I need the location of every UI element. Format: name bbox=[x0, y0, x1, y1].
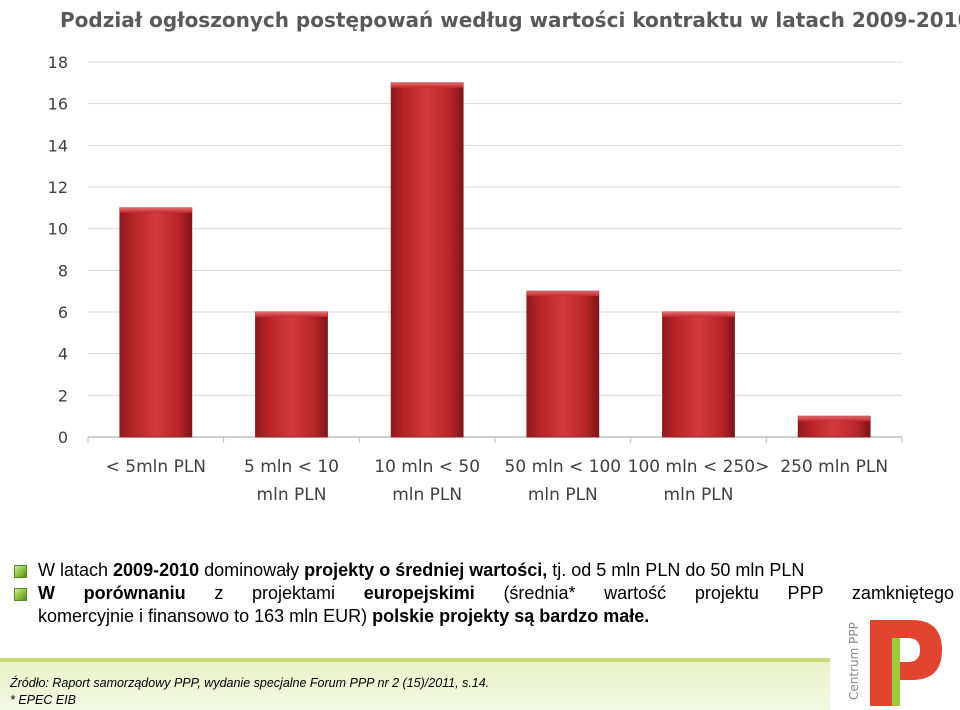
x-category-label: < 5mln PLN bbox=[106, 457, 206, 477]
bar-top-highlight bbox=[391, 82, 464, 88]
bullet-2-lead: W porównaniu bbox=[38, 583, 186, 603]
bullet-2-emphasis-b: polskie projekty są bardzo małe. bbox=[372, 606, 650, 626]
footer-divider bbox=[0, 658, 830, 662]
y-tick-label: 18 bbox=[48, 53, 68, 72]
bar-chart: 0 2 4 6 8 10 12 14 16 18 < 5mln PLN 5 mln < 10 mln … bbox=[48, 53, 903, 505]
bullet-list: W latach 2009-2010 dominowały projekty o… bbox=[14, 559, 954, 628]
y-tick-label: 10 bbox=[48, 220, 68, 239]
bullet-item-2-cont: komercyjnie i finansowo to 163 mln EUR) … bbox=[14, 605, 954, 628]
bullet-2-text-a: z projektami bbox=[185, 583, 364, 603]
footer-band: Źródło: Raport samorządowy PPP, wydanie … bbox=[0, 658, 830, 710]
x-category-label: 250 mln PLN bbox=[780, 457, 888, 477]
bullet-item-1: W latach 2009-2010 dominowały projekty o… bbox=[14, 559, 954, 582]
bullet-2-text-c: komercyjnie i finansowo to 163 mln EUR) bbox=[38, 606, 373, 626]
bar-top-highlight bbox=[662, 312, 735, 317]
logo-text: Centrum PPP bbox=[847, 622, 861, 700]
bar-top-highlight bbox=[119, 207, 192, 213]
bullet-square-icon bbox=[14, 588, 27, 601]
bullet-1-text-c: tj. od 5 mln PLN do 50 mln PLN bbox=[547, 560, 805, 580]
bar bbox=[255, 311, 328, 438]
y-tick-label: 14 bbox=[48, 136, 68, 155]
bar bbox=[119, 207, 193, 438]
footnote: * EPEC EIB bbox=[10, 693, 76, 707]
source-note: Źródło: Raport samorządowy PPP, wydanie … bbox=[10, 676, 490, 690]
y-tick-label: 16 bbox=[48, 95, 68, 114]
bullet-item-2: W porównaniu z projektami europejskimi (… bbox=[14, 582, 954, 605]
x-category-label: 50 mln < 100 mln PLN bbox=[505, 457, 622, 505]
bar-top-highlight bbox=[255, 312, 328, 317]
centrum-ppp-logo-icon bbox=[870, 620, 942, 706]
y-tick-label: 4 bbox=[58, 345, 68, 364]
bar-top-highlight bbox=[798, 416, 871, 422]
x-category-label: 10 mln < 50 mln PLN bbox=[374, 457, 480, 505]
bullet-2-text-b: (średnia* wartość projektu PPP zamknięte… bbox=[474, 583, 954, 603]
y-tick-label: 0 bbox=[58, 428, 68, 447]
bar bbox=[662, 311, 735, 438]
bar bbox=[390, 82, 464, 438]
y-tick-label: 8 bbox=[58, 261, 68, 280]
y-tick-label: 6 bbox=[58, 303, 68, 322]
bullet-1-text-b: dominowały bbox=[199, 560, 305, 580]
bullet-1-emphasis: projekty o średniej wartości, bbox=[304, 560, 548, 580]
x-category-label: 100 mln < 250> mln PLN bbox=[628, 457, 770, 505]
bullet-1-years: 2009-2010 bbox=[113, 560, 200, 580]
x-category-label: 5 mln < 10 mln PLN bbox=[244, 457, 339, 505]
y-tick-label: 12 bbox=[48, 178, 68, 197]
y-tick-label: 2 bbox=[58, 386, 68, 405]
chart-title: Podział ogłoszonych postępowań według wa… bbox=[60, 8, 960, 32]
bullet-2-emphasis-a: europejskimi bbox=[363, 583, 475, 603]
bullet-1-text-a: W latach bbox=[38, 560, 114, 580]
bar bbox=[526, 290, 600, 438]
bar-top-highlight bbox=[526, 291, 599, 297]
bullet-square-icon bbox=[14, 565, 27, 578]
